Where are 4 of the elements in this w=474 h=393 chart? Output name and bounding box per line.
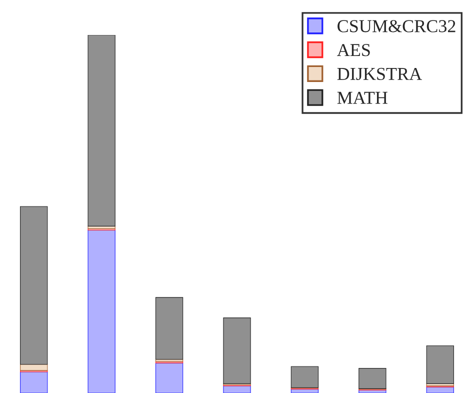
legend-label: DIJKSTRA (337, 68, 422, 80)
legend-label: MATH (337, 92, 388, 104)
legend-label: AES (337, 44, 370, 56)
legend-label: CSUM&CRC32 (338, 20, 456, 32)
